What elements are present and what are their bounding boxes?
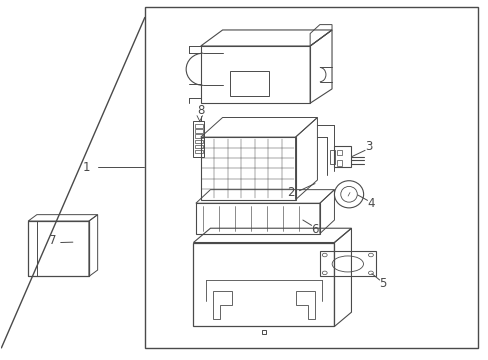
Bar <box>195 145 202 148</box>
Bar <box>329 150 335 164</box>
Bar <box>144 7 477 348</box>
Bar <box>193 121 203 157</box>
Bar <box>229 71 268 96</box>
Bar <box>195 140 202 143</box>
Text: 8: 8 <box>197 104 204 117</box>
Text: 1: 1 <box>82 161 90 174</box>
Text: 4: 4 <box>366 197 374 210</box>
Bar <box>201 137 295 200</box>
Text: 7: 7 <box>49 234 56 247</box>
Bar <box>28 221 89 276</box>
Text: 6: 6 <box>311 223 318 236</box>
Bar <box>195 150 202 153</box>
Bar <box>319 251 375 276</box>
Bar <box>196 203 319 234</box>
Bar <box>336 160 341 166</box>
Text: 5: 5 <box>379 277 386 290</box>
Bar <box>195 134 202 138</box>
Text: 2: 2 <box>286 186 294 199</box>
Bar <box>336 150 341 155</box>
Bar <box>195 129 202 133</box>
Bar <box>193 243 334 327</box>
Bar <box>195 124 202 128</box>
Text: 3: 3 <box>364 140 371 153</box>
Bar <box>334 146 351 167</box>
Bar <box>28 221 37 276</box>
